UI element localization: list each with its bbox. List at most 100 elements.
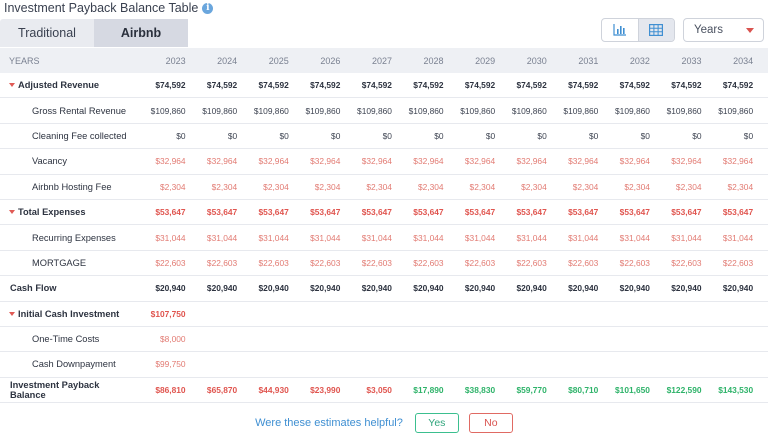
payback-table: YEARS 2023 2024 2025 2026 2027 2028 2029 2030 20…	[0, 48, 768, 404]
table-cell: $31,044	[619, 232, 650, 243]
year-header-cell: 2025	[268, 55, 289, 66]
table-cell	[186, 359, 238, 369]
table-cell: $38,830	[464, 384, 496, 395]
table-cell: $109,860	[305, 105, 341, 116]
table-cell: $22,603	[258, 257, 289, 268]
row-label-cell[interactable]: Total Expenses	[0, 207, 134, 217]
table-cell: $2,304	[417, 181, 444, 192]
table-cell	[237, 334, 289, 344]
collapse-caret-icon[interactable]	[9, 311, 15, 316]
row-label: Airbnb Hosting Fee	[32, 181, 112, 192]
table-cell: $2,304	[314, 181, 341, 192]
table-cell: $32,964	[568, 156, 599, 167]
info-icon[interactable]: i	[202, 2, 214, 14]
table-icon	[649, 24, 664, 36]
table-cell: $31,044	[516, 232, 547, 243]
table-cell: $22,603	[155, 257, 186, 268]
table-cell: $86,810	[155, 384, 186, 395]
row-label-cell: MORTGAGE	[0, 258, 134, 268]
table-cell: $2,304	[211, 181, 238, 192]
tab-bar: Traditional Airbnb	[0, 19, 188, 47]
table-cell: $74,592	[671, 80, 702, 91]
table-cell	[392, 359, 444, 369]
table-cell: $59,770	[516, 384, 547, 395]
row-values: $2,304 $2,304 $2,304 $2,304 $2,304 $2,304 $2,3…	[134, 182, 753, 192]
row-values: $99,750	[134, 359, 753, 369]
table-cell: $22,603	[722, 257, 754, 268]
tab-airbnb[interactable]: Airbnb	[94, 19, 188, 47]
table-cell: $20,940	[568, 283, 599, 294]
table-cell	[650, 359, 702, 369]
table-cell	[598, 334, 650, 344]
tab-traditional[interactable]: Traditional	[0, 19, 94, 47]
table-cell: $31,044	[206, 232, 238, 243]
years-header-label: YEARS	[9, 55, 40, 66]
row-label: Vacancy	[32, 156, 67, 167]
table-cell: $143,530	[718, 384, 754, 395]
table-cell: $31,044	[155, 232, 186, 243]
table-cell: $32,964	[361, 156, 392, 167]
period-select[interactable]: Years	[683, 18, 764, 42]
collapse-caret-icon[interactable]	[9, 83, 15, 88]
table-row: Vacancy $32,964 $32,964 $32,964 $32,964 $32,9…	[0, 149, 768, 175]
year-header-cell: 2034	[733, 55, 754, 66]
table-cell: $32,964	[310, 156, 341, 167]
table-cell	[392, 334, 444, 344]
row-label-cell: Cleaning Fee collected	[0, 131, 134, 141]
table-cell: $2,304	[366, 181, 392, 192]
table-cell: $2,304	[263, 181, 289, 192]
table-row: Adjusted Revenue $74,592 $74,592 $74,592 $74…	[0, 73, 768, 99]
table-cell: $32,964	[206, 156, 238, 167]
table-row: One-Time Costs $8,000	[0, 327, 768, 353]
table-cell: $109,860	[408, 105, 444, 116]
year-header-cell: 2029	[475, 55, 496, 66]
table-cell: $8,000	[159, 334, 186, 345]
table-cell: $53,647	[722, 207, 754, 218]
table-cell: $109,860	[718, 105, 754, 116]
table-cell: $22,603	[361, 257, 392, 268]
year-header-cell: 2023	[165, 55, 186, 66]
table-cell: $53,647	[361, 207, 392, 218]
table-cell: $23,990	[310, 384, 341, 395]
row-label-cell: Recurring Expenses	[0, 233, 134, 243]
table-view-button[interactable]	[637, 19, 674, 41]
row-label: Cleaning Fee collected	[32, 130, 127, 141]
table-cell: $22,603	[464, 257, 496, 268]
table-cell: $31,044	[361, 232, 392, 243]
table-cell: $74,592	[413, 80, 444, 91]
table-cell: $109,860	[150, 105, 186, 116]
table-row: Cash Downpayment $99,750	[0, 352, 768, 378]
table-cell: $0	[640, 130, 650, 141]
row-label-cell[interactable]: Initial Cash Investment	[0, 309, 134, 319]
table-cell: $20,940	[671, 283, 702, 294]
row-values: $109,860 $109,860 $109,860 $109,860 $109,860…	[134, 106, 753, 116]
table-cell: $22,603	[671, 257, 702, 268]
table-cell: $20,940	[619, 283, 650, 294]
table-cell: $109,860	[615, 105, 650, 116]
collapse-caret-icon[interactable]	[9, 210, 15, 215]
table-body: Adjusted Revenue $74,592 $74,592 $74,592 $74…	[0, 73, 768, 404]
table-cell: $74,592	[258, 80, 289, 91]
table-cell	[289, 334, 341, 344]
feedback-question: Were these estimates helpful?	[255, 417, 403, 429]
row-label-cell[interactable]: Adjusted Revenue	[0, 80, 134, 90]
year-header-cells: 2023 2024 2025 2026 2027 2028 2029 2030 2031 2032…	[134, 55, 754, 66]
row-values: $20,940 $20,940 $20,940 $20,940 $20,940 $20,9…	[134, 283, 753, 293]
row-label-cell: Gross Rental Revenue	[0, 106, 134, 116]
table-cell	[392, 309, 444, 319]
table-cell: $20,940	[361, 283, 392, 294]
feedback-no-button[interactable]: No	[468, 413, 513, 433]
table-cell: $53,647	[516, 207, 547, 218]
year-header-cell: 2031	[578, 55, 599, 66]
table-cell	[186, 334, 238, 344]
table-cell: $53,647	[155, 207, 186, 218]
table-cell: $74,592	[568, 80, 599, 91]
year-header-cell: 2027	[371, 55, 392, 66]
table-cell: $20,940	[310, 283, 341, 294]
row-values: $74,592 $74,592 $74,592 $74,592 $74,592 $74,5…	[134, 80, 753, 90]
feedback-yes-button[interactable]: Yes	[414, 413, 459, 433]
table-cell: $0	[382, 130, 392, 141]
row-label-cell: Cash Flow	[0, 283, 134, 293]
table-cell: $22,603	[568, 257, 599, 268]
bar-chart-view-button[interactable]	[602, 19, 638, 41]
